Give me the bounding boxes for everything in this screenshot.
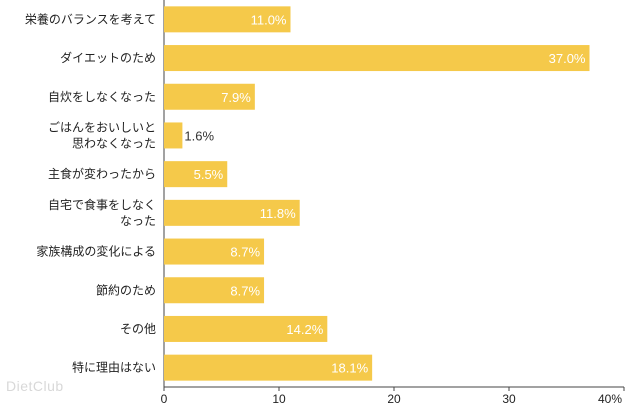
x-tick-label: 40%: [598, 392, 622, 406]
category-label: 特に理由はない: [72, 360, 156, 375]
category-label: 自宅で食事をしなくなった: [48, 197, 156, 228]
bar-value-label: 37.0%: [549, 51, 586, 66]
bar: [164, 199, 300, 226]
category-label: 家族構成の変化による: [36, 244, 156, 259]
category-label: 栄養のバランスを考えて: [25, 11, 156, 26]
bar-value-label: 11.8%: [260, 206, 296, 221]
x-tick-label: 0: [161, 392, 168, 406]
bar: [164, 45, 590, 72]
x-tick-label: 30: [502, 392, 516, 406]
bar: [164, 83, 255, 110]
bar: [164, 315, 328, 342]
bar-value-label: 8.7%: [230, 283, 260, 298]
category-label: ごはんをおいしいと思わなくなった: [48, 119, 156, 150]
category-label: その他: [120, 322, 156, 336]
x-tick-label: 20: [387, 392, 401, 406]
bar: [164, 238, 265, 265]
bar-value-label: 1.6%: [184, 128, 214, 143]
category-label: ダイエットのため: [60, 50, 156, 65]
bar-value-label: 14.2%: [286, 322, 323, 337]
category-label: 主食が変わったから: [48, 166, 156, 181]
x-tick-label: 10: [272, 392, 286, 406]
bar: [164, 354, 373, 381]
bar: [164, 6, 291, 33]
category-label: 節約のため: [96, 282, 156, 297]
bar: [164, 277, 265, 304]
watermark-logo: DietClub: [6, 378, 64, 394]
bar-value-label: 11.0%: [251, 12, 287, 27]
bar: [164, 122, 183, 149]
category-label: 自炊をしなくなった: [48, 90, 156, 104]
bar-value-label: 7.9%: [221, 90, 251, 105]
bar-value-label: 8.7%: [230, 245, 260, 260]
bar-value-label: 5.5%: [194, 167, 224, 182]
bar: [164, 161, 228, 188]
bar-value-label: 18.1%: [331, 361, 368, 376]
